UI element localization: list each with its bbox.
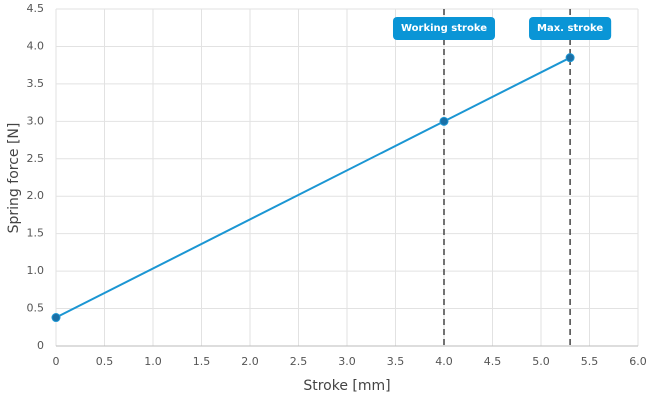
y-tick-label: 3.0: [27, 114, 45, 127]
x-tick-label: 3.5: [387, 355, 405, 368]
x-tick-label: 6.0: [629, 355, 647, 368]
y-tick-label: 1.0: [27, 264, 45, 277]
annotation-box: [392, 17, 496, 40]
x-tick-label: 4.5: [484, 355, 502, 368]
point: [439, 116, 449, 126]
x-tick-label: 1.0: [144, 355, 162, 368]
y-tick-label: 2.0: [27, 189, 45, 202]
y-tick-label: 0.5: [27, 302, 45, 315]
y-tick-label: 1.5: [27, 227, 45, 240]
x-tick-label: 5.0: [532, 355, 550, 368]
point: [51, 313, 61, 323]
y-tick-label: 3.5: [27, 77, 45, 90]
x-tick-label: 2.5: [290, 355, 308, 368]
x-tick-label: 0: [53, 355, 60, 368]
x-tick-label: 5.5: [581, 355, 599, 368]
annotation-label: Max. stroke: [537, 23, 603, 34]
x-axis-label: Stroke [mm]: [303, 378, 390, 394]
y-axis-label: Spring force [N]: [6, 123, 22, 234]
annotation-label: Working stroke: [401, 23, 487, 34]
x-tick-label: 4.0: [435, 355, 453, 368]
y-tick-label: 2.5: [27, 152, 45, 165]
x-tick-label: 0.5: [96, 355, 114, 368]
y-tick-label: 4.5: [27, 2, 45, 15]
x-tick-label: 2.0: [241, 355, 259, 368]
x-tick-label: 3.0: [338, 355, 356, 368]
y-tick-label: 4.0: [27, 39, 45, 52]
point: [565, 53, 575, 63]
annotation-box: [529, 17, 612, 40]
x-tick-label: 1.5: [193, 355, 211, 368]
y-tick-label: 0: [37, 339, 44, 352]
